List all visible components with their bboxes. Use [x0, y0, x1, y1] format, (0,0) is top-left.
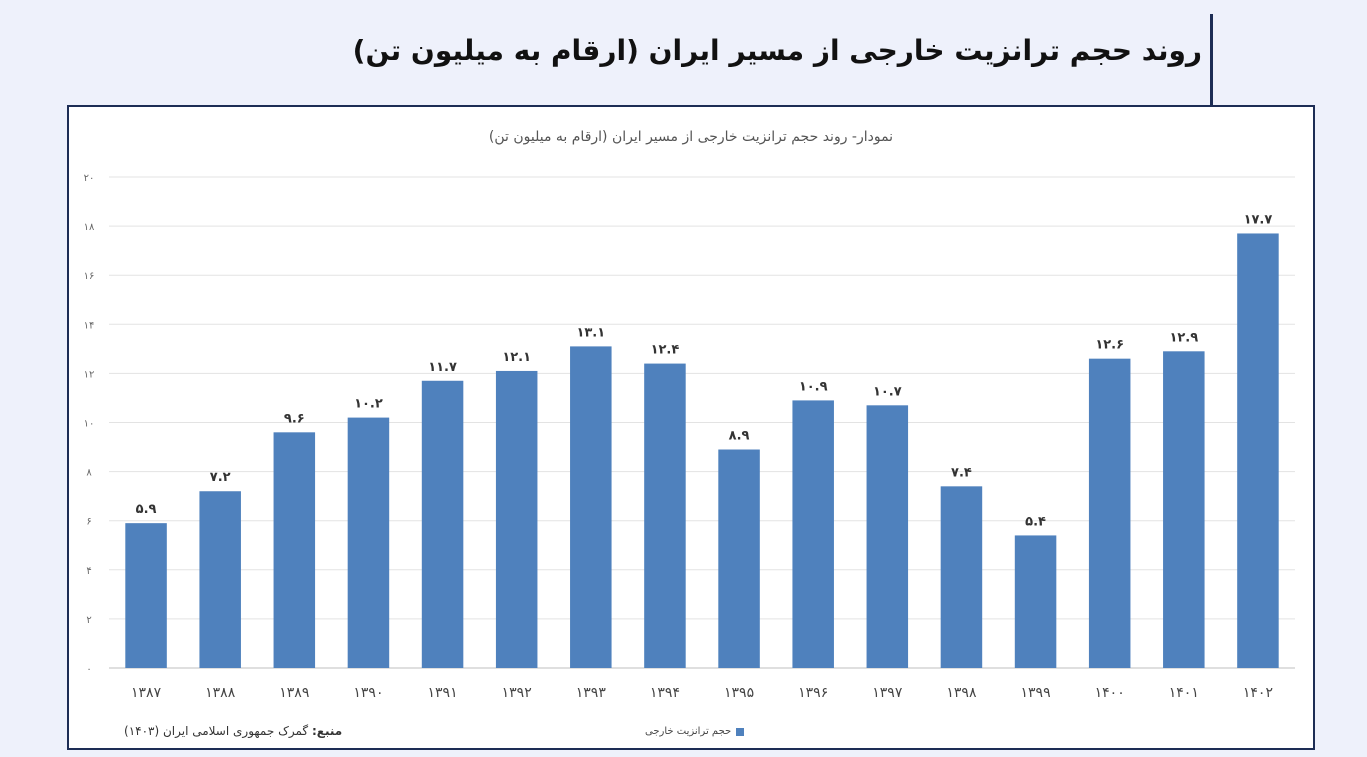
- bar: [347, 417, 390, 668]
- data-label: ۱۲.۶: [1095, 338, 1124, 353]
- bar: [866, 405, 909, 668]
- x-tick-label: ۱۳۹۷: [872, 685, 903, 701]
- x-tick-label: ۱۴۰۲: [1243, 685, 1273, 701]
- y-tick-label: ۰: [86, 664, 91, 675]
- data-label: ۱۲.۹: [1169, 330, 1198, 345]
- bar: [125, 523, 167, 668]
- y-tick-label: ۴: [86, 566, 91, 577]
- x-tick-label: ۱۴۰۰: [1095, 685, 1125, 701]
- bar: [940, 486, 983, 668]
- x-tick-label: ۱۳۹۱: [428, 685, 458, 701]
- bar: [644, 363, 686, 668]
- legend-swatch: [736, 727, 745, 736]
- y-tick-label: ۱۴: [84, 320, 95, 331]
- y-tick-label: ۱۰: [84, 419, 95, 430]
- x-tick-label: ۱۳۸۷: [131, 685, 162, 701]
- x-tick-label: ۱۳۹۲: [502, 685, 532, 701]
- bar-chart: ۰ ۲ ۴ ۶ ۸ ۱۰ ۱۲ ۱۴ ۱۶ ۱۸ ۲۰ ۵.۹ ۱۳۸۷ ۷.۲ ۱۳۸۸ ۹.۶ ۱۳۸۹ ۱۰…: [84, 173, 1295, 701]
- x-tick-label: ۱۳۸۸: [205, 685, 236, 701]
- data-label: ۱۳.۱: [576, 325, 605, 340]
- bar: [1088, 358, 1131, 668]
- data-label: ۱۷.۷: [1244, 212, 1273, 227]
- bar: [273, 432, 316, 668]
- data-label: ۵.۴: [1025, 514, 1046, 529]
- x-tick-label: ۱۴۰۱: [1169, 685, 1199, 701]
- x-tick-label: ۱۳۹۹: [1021, 685, 1051, 701]
- bar: [495, 370, 538, 668]
- x-tick-label: ۱۳۹۰: [353, 685, 383, 701]
- data-label: ۵.۹: [136, 502, 157, 517]
- source-note: منبع: گمرک جمهوری اسلامی ایران (۱۴۰۳): [124, 724, 342, 738]
- data-label: ۱۰.۷: [873, 384, 902, 399]
- x-tick-label: ۱۳۸۹: [279, 685, 309, 701]
- data-label: ۷.۴: [951, 465, 972, 480]
- y-tick-label: ۱۸: [84, 222, 95, 233]
- data-label: ۹.۶: [284, 411, 305, 426]
- bar: [199, 491, 241, 668]
- bar: [570, 346, 612, 668]
- page-header: روند حجم ترانزیت خارجی از مسیر ایران (ار…: [0, 0, 1367, 106]
- chart-title: نمودار- روند حجم ترانزیت خارجی از مسیر ا…: [488, 129, 894, 145]
- source-label: منبع:: [311, 724, 343, 738]
- x-tick-label: ۱۳۹۵: [724, 685, 754, 701]
- data-label: ۱۰.۲: [354, 397, 383, 412]
- source-text: گمرک جمهوری اسلامی ایران (۱۴۰۳): [124, 724, 309, 738]
- data-label: ۱۲.۱: [502, 350, 531, 365]
- bar: [792, 400, 834, 668]
- page-title: روند حجم ترانزیت خارجی از مسیر ایران (ار…: [352, 34, 1202, 67]
- bar: [1237, 233, 1279, 668]
- data-label: ۱۰.۹: [799, 379, 828, 394]
- data-label: ۷.۲: [210, 470, 231, 485]
- bar: [1014, 535, 1057, 668]
- y-tick-label: ۱۲: [84, 369, 95, 380]
- bar: [1163, 351, 1205, 668]
- x-tick-label: ۱۳۹۶: [798, 685, 828, 701]
- chart-legend: حجم ترانزیت خارجی: [645, 726, 745, 737]
- y-tick-label: ۱۶: [84, 271, 95, 282]
- x-tick-label: ۱۳۹۳: [576, 685, 607, 701]
- header-divider: [1210, 14, 1213, 106]
- y-tick-label: ۲۰: [84, 173, 95, 184]
- data-label: ۸.۹: [729, 429, 750, 444]
- x-tick-label: ۱۳۹۴: [650, 685, 680, 701]
- legend-label: حجم ترانزیت خارجی: [645, 726, 732, 737]
- data-label: ۱۱.۷: [428, 360, 457, 375]
- y-tick-label: ۸: [86, 468, 92, 479]
- x-tick-label: ۱۳۹۸: [946, 685, 977, 701]
- bar: [718, 449, 760, 668]
- bar: [421, 380, 464, 668]
- y-tick-label: ۲: [86, 615, 91, 626]
- chart-frame: نمودار- روند حجم ترانزیت خارجی از مسیر ا…: [67, 105, 1315, 750]
- y-tick-label: ۶: [86, 517, 91, 528]
- data-label: ۱۲.۴: [651, 343, 680, 358]
